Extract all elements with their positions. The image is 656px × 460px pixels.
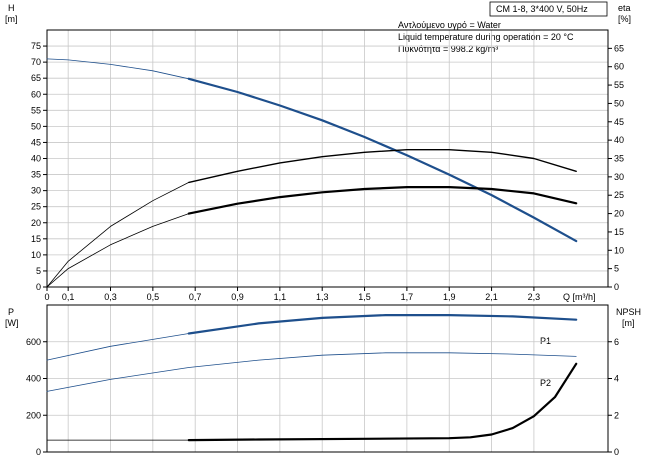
bottom-y-tick-label: 200 (26, 410, 41, 420)
top-x-label: Q [m³/h] (563, 292, 596, 302)
top-y-tick-label: 30 (31, 186, 41, 196)
bottom-y-tick-label: 400 (26, 374, 41, 384)
series-label-p1: P1 (540, 336, 551, 346)
annotation-density: Πυκνότητα = 998.2 kg/m³ (398, 44, 498, 54)
top-y2-tick-label: 30 (614, 172, 624, 182)
top-series-line-5 (187, 186, 578, 215)
x-tick-label: 1,7 (401, 292, 414, 302)
top-y2-tick-label: 60 (614, 62, 624, 72)
top-series-line-3 (188, 148, 577, 184)
bottom-y-tick-label: 0 (36, 447, 41, 457)
top-y2-tick-label: 15 (614, 227, 624, 237)
top-y-tick-label: 0 (36, 282, 41, 292)
annotation-liquid: Αντλούμενο υγρό = Water (398, 20, 501, 30)
top-y-tick-label: 45 (31, 137, 41, 147)
x-tick-label: 0 (44, 292, 49, 302)
top-y2-tick-label: 25 (614, 190, 624, 200)
bottom-y-tick-label: 600 (26, 337, 41, 347)
x-tick-label: 1,1 (274, 292, 287, 302)
series-label-p2: P2 (540, 378, 551, 388)
top-y-tick-label: 20 (31, 218, 41, 228)
bottom-series-line-4 (187, 362, 578, 442)
bottom-y-unit: [W] (5, 318, 19, 328)
top-series-line-1 (187, 77, 578, 243)
top-y-tick-label: 50 (31, 121, 41, 131)
bottom-plot-frame (46, 304, 609, 453)
top-series-line-0 (46, 58, 190, 80)
bottom-series-line-0 (46, 333, 190, 361)
top-y-tick-label: 75 (31, 41, 41, 51)
chart-title: CM 1-8, 3*400 V, 50Hz (496, 4, 588, 14)
bottom-y2-tick-label: 2 (614, 410, 619, 420)
bottom-series-line-2 (46, 352, 577, 392)
top-y-unit: [m] (5, 14, 18, 24)
x-tick-label: 2,1 (485, 292, 498, 302)
top-y2-tick-label: 55 (614, 80, 624, 90)
top-y2-tick-label: 35 (614, 154, 624, 164)
top-y-tick-label: 40 (31, 154, 41, 164)
top-plot-frame (46, 29, 609, 288)
x-tick-label: 0,3 (104, 292, 117, 302)
top-y2-tick-label: 40 (614, 135, 624, 145)
bottom-series-line-1 (187, 314, 578, 335)
x-tick-label: 0,5 (147, 292, 160, 302)
bottom-y2-tick-label: 6 (614, 337, 619, 347)
top-series-line-2 (46, 181, 190, 288)
top-y2-tick-label: 50 (614, 98, 624, 108)
top-y2-unit: [%] (618, 14, 631, 24)
annotation-temperature: Liquid temperature during operation = 20… (398, 32, 574, 42)
top-y2-tick-label: 45 (614, 117, 624, 127)
top-y-label: H (8, 3, 15, 13)
x-tick-label: 0,9 (231, 292, 244, 302)
top-y-tick-label: 70 (31, 57, 41, 67)
x-tick-label: 1,5 (358, 292, 371, 302)
top-y-tick-label: 60 (31, 89, 41, 99)
bottom-y2-tick-label: 0 (614, 447, 619, 457)
top-y-tick-label: 5 (36, 266, 41, 276)
x-tick-label: 2,3 (528, 292, 541, 302)
bottom-y2-label: NPSH (616, 307, 641, 317)
top-y2-tick-label: 0 (614, 282, 619, 292)
top-series-line-4 (46, 213, 190, 288)
x-tick-label: 1,9 (443, 292, 456, 302)
chart-title-box (489, 1, 608, 17)
bottom-y2-tick-label: 4 (614, 374, 619, 384)
top-y-tick-label: 15 (31, 234, 41, 244)
top-y2-label: eta (618, 3, 631, 13)
top-y2-tick-label: 20 (614, 209, 624, 219)
top-y-tick-label: 10 (31, 250, 41, 260)
top-y-tick-label: 55 (31, 105, 41, 115)
bottom-y-label: P (8, 307, 14, 317)
top-y2-tick-label: 10 (614, 245, 624, 255)
x-tick-label: 0,1 (62, 292, 75, 302)
x-tick-label: 1,3 (316, 292, 329, 302)
x-tick-label: 0,7 (189, 292, 202, 302)
top-y-tick-label: 65 (31, 73, 41, 83)
top-y2-tick-label: 65 (614, 43, 624, 53)
bottom-y2-unit: [m] (622, 318, 635, 328)
top-y-tick-label: 35 (31, 170, 41, 180)
top-y-tick-label: 25 (31, 202, 41, 212)
top-y2-tick-label: 5 (614, 264, 619, 274)
